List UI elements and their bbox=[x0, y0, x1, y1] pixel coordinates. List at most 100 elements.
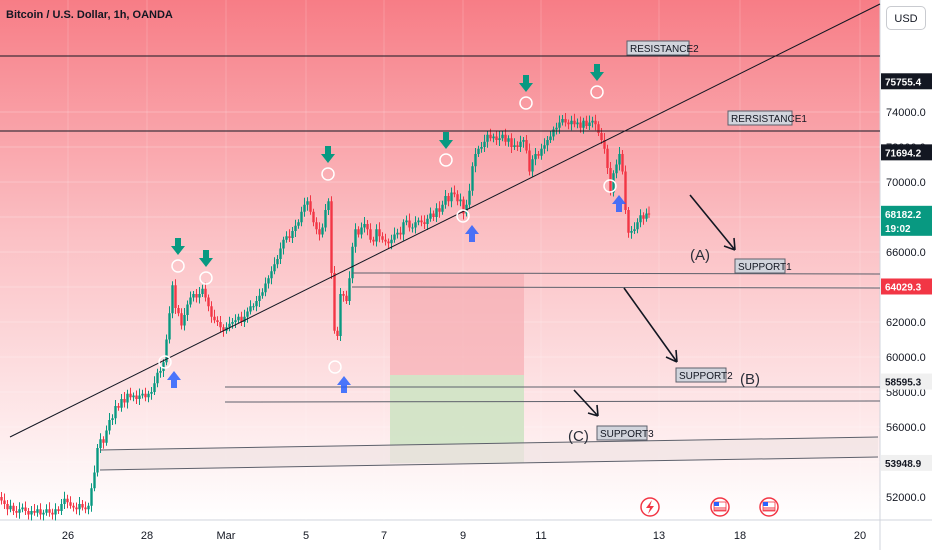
candle-body bbox=[447, 196, 450, 202]
arrow-a bbox=[689, 194, 736, 251]
candle-body bbox=[288, 236, 291, 238]
price-tag bbox=[881, 205, 932, 236]
flash-event-icon[interactable] bbox=[640, 497, 660, 517]
candle-body bbox=[336, 330, 339, 336]
candle-body bbox=[243, 316, 246, 322]
us-flag-event-icon[interactable] bbox=[759, 497, 779, 517]
swing-high-circle bbox=[590, 85, 604, 99]
us-flag-event-icon[interactable] bbox=[710, 497, 730, 517]
price-tag-value: 58595.3 bbox=[885, 378, 922, 389]
candle-body bbox=[90, 488, 93, 506]
candle-body bbox=[75, 507, 78, 510]
candle-body bbox=[408, 220, 411, 228]
x-tick-label: 5 bbox=[303, 530, 309, 542]
candle-body bbox=[186, 304, 189, 315]
candle-body bbox=[372, 239, 375, 242]
candle-body bbox=[546, 140, 549, 146]
down-arrow-icon bbox=[171, 238, 185, 255]
candle-body bbox=[291, 231, 294, 238]
candle-body bbox=[441, 204, 444, 212]
candle-body bbox=[468, 190, 471, 205]
swing-high-circle bbox=[519, 96, 533, 110]
arrow-b bbox=[623, 287, 678, 363]
candle-body bbox=[366, 224, 369, 230]
candle-body bbox=[495, 136, 498, 140]
up-arrow-icon bbox=[167, 371, 181, 388]
candle-body bbox=[195, 294, 198, 298]
candle-body bbox=[168, 313, 171, 340]
candle-body bbox=[621, 154, 624, 172]
candle-body bbox=[294, 225, 297, 231]
candle-body bbox=[309, 201, 312, 212]
candle-body bbox=[579, 122, 582, 128]
candle-body bbox=[483, 141, 486, 147]
candle-body bbox=[144, 393, 147, 398]
currency-button[interactable]: USD bbox=[886, 6, 926, 30]
x-tick-label: 13 bbox=[653, 530, 665, 542]
candle-body bbox=[525, 140, 528, 151]
support3-zone[interactable] bbox=[100, 437, 878, 470]
candle-body bbox=[231, 322, 234, 324]
short-position-risk-zone[interactable] bbox=[390, 274, 524, 375]
price-tag bbox=[881, 73, 932, 90]
candle-body bbox=[327, 201, 330, 210]
y-tick-label: 60000.0 bbox=[886, 352, 926, 364]
support2-line-lower[interactable] bbox=[224, 400, 881, 403]
candle-body bbox=[9, 505, 12, 510]
candle-body bbox=[564, 119, 567, 123]
candle-body bbox=[357, 229, 360, 235]
candle-body bbox=[387, 241, 390, 244]
support1-line-upper[interactable] bbox=[351, 272, 881, 275]
candle-body bbox=[507, 138, 510, 142]
down-arrow-icon bbox=[590, 64, 604, 81]
candle-body bbox=[558, 122, 561, 128]
candle-body bbox=[414, 222, 417, 228]
candle-body bbox=[576, 122, 579, 125]
candle-body bbox=[237, 316, 240, 321]
candle-body bbox=[630, 231, 633, 233]
candle-body bbox=[39, 509, 42, 515]
candle-body bbox=[258, 295, 261, 301]
price-tag-value: 71694.2 bbox=[885, 148, 922, 159]
candle-body bbox=[78, 504, 81, 510]
candle-body bbox=[378, 229, 381, 237]
candle-body bbox=[477, 148, 480, 154]
candle-body bbox=[111, 418, 114, 420]
up-arrow-icon bbox=[465, 225, 479, 242]
candle-body bbox=[267, 278, 270, 284]
candle-body bbox=[519, 141, 522, 147]
down-arrow-icon bbox=[199, 250, 213, 267]
candle-body bbox=[594, 120, 597, 125]
candle-body bbox=[612, 173, 615, 193]
candle-body bbox=[306, 201, 309, 205]
price-tag bbox=[881, 373, 932, 390]
candle-body bbox=[216, 320, 219, 322]
candle-body bbox=[438, 208, 441, 212]
candle-body bbox=[375, 229, 378, 242]
candle-body bbox=[249, 306, 252, 312]
down-arrow-icon bbox=[519, 75, 533, 92]
candle-body bbox=[45, 509, 48, 513]
candle-body bbox=[474, 154, 477, 167]
support3-line-lower[interactable] bbox=[99, 456, 879, 471]
candle-body bbox=[405, 220, 408, 223]
support1-line-lower[interactable] bbox=[351, 286, 881, 289]
ascending-trendline[interactable] bbox=[9, 3, 881, 438]
candle-body bbox=[99, 439, 102, 448]
candle-body bbox=[117, 406, 120, 408]
candle-body bbox=[282, 239, 285, 249]
candle-body bbox=[351, 246, 354, 279]
candle-body bbox=[42, 512, 45, 515]
candle-body bbox=[270, 271, 273, 279]
x-tick-label: 9 bbox=[460, 530, 466, 542]
candle-body bbox=[192, 294, 195, 298]
price-tag bbox=[881, 454, 932, 471]
candle-body bbox=[435, 208, 438, 217]
support3-line-upper[interactable] bbox=[99, 436, 879, 451]
y-tick-label: 52000.0 bbox=[886, 492, 926, 504]
candle-body bbox=[420, 220, 423, 223]
candle-body bbox=[69, 502, 72, 506]
candle-body bbox=[444, 196, 447, 205]
candle-body bbox=[204, 288, 207, 298]
candle-body bbox=[399, 232, 402, 235]
